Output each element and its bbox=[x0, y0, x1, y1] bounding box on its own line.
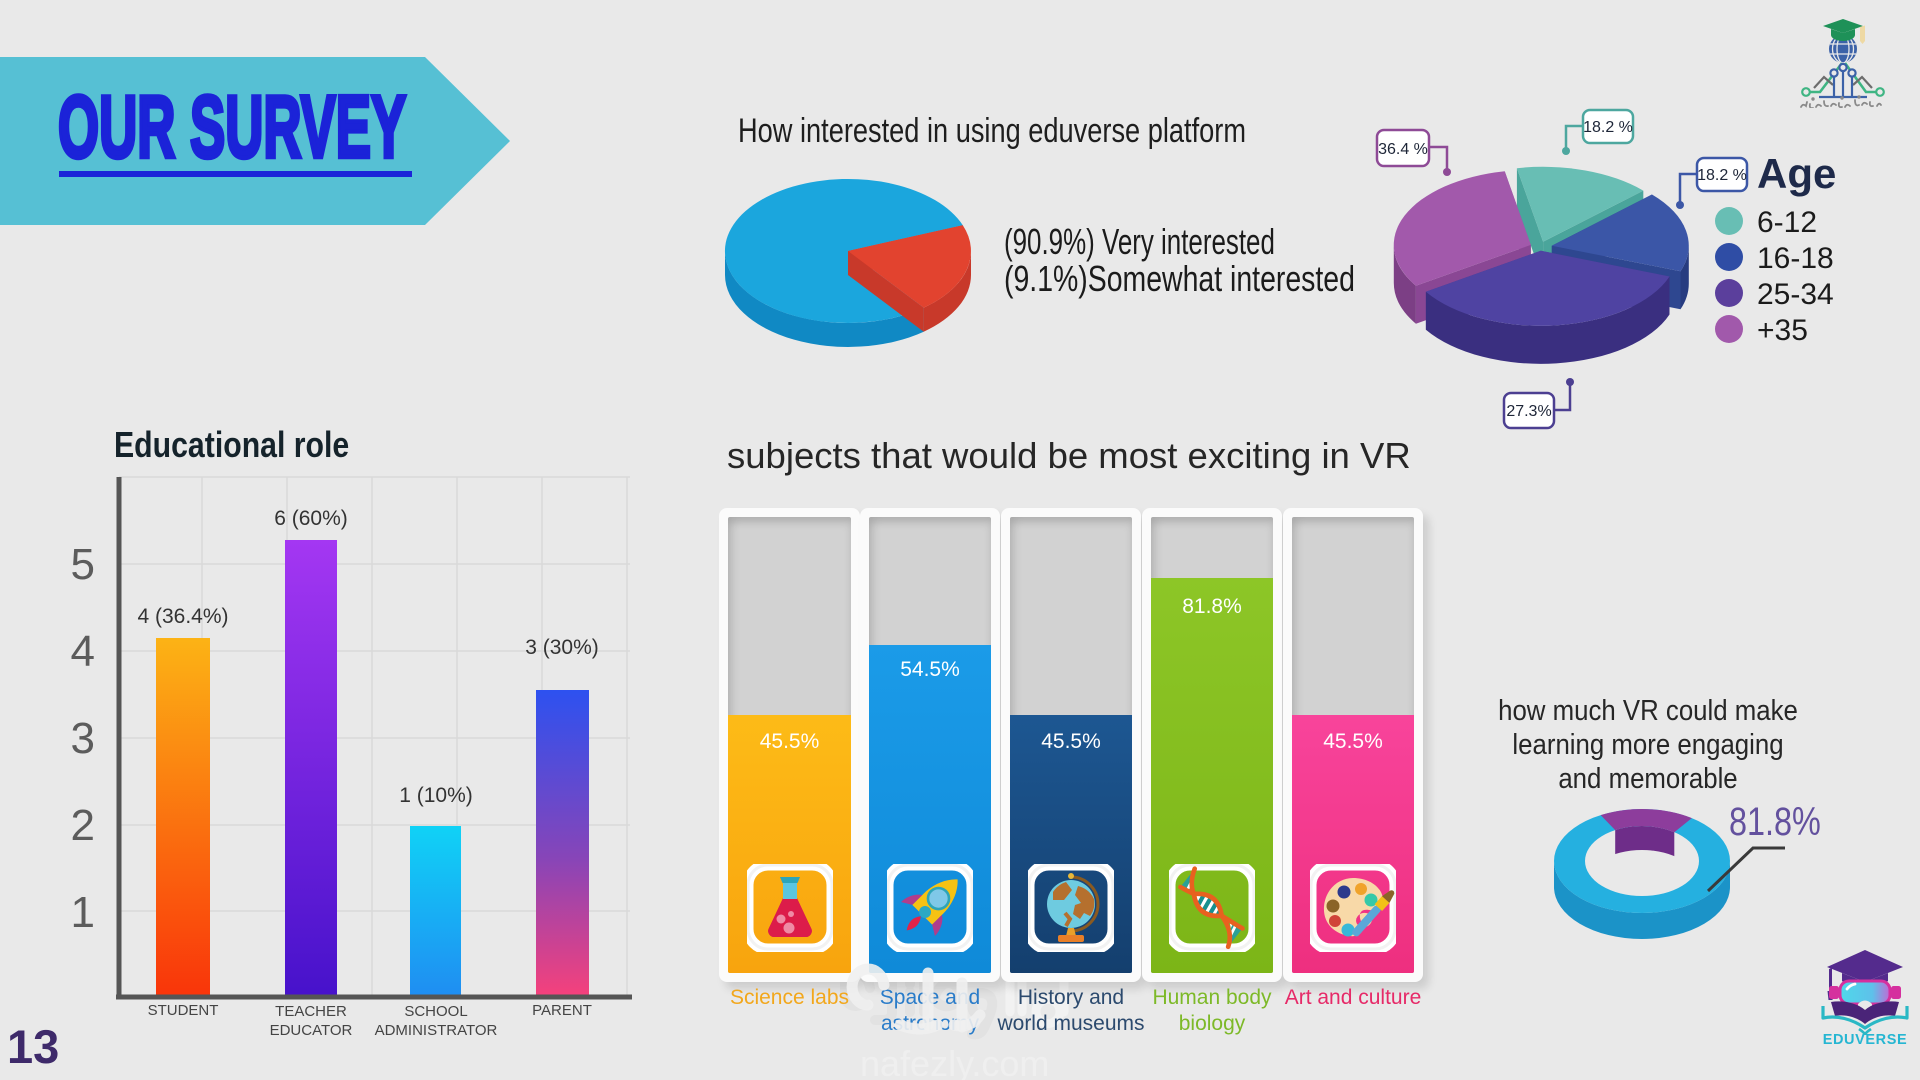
svg-text:36.4 %: 36.4 % bbox=[1378, 141, 1428, 158]
svg-text:EDUVERSE: EDUVERSE bbox=[1823, 1032, 1908, 1048]
svg-text:27.3%: 27.3% bbox=[1506, 403, 1551, 420]
svg-text:18.2 %: 18.2 % bbox=[1697, 167, 1747, 184]
svg-text:18.2 %: 18.2 % bbox=[1583, 119, 1633, 136]
